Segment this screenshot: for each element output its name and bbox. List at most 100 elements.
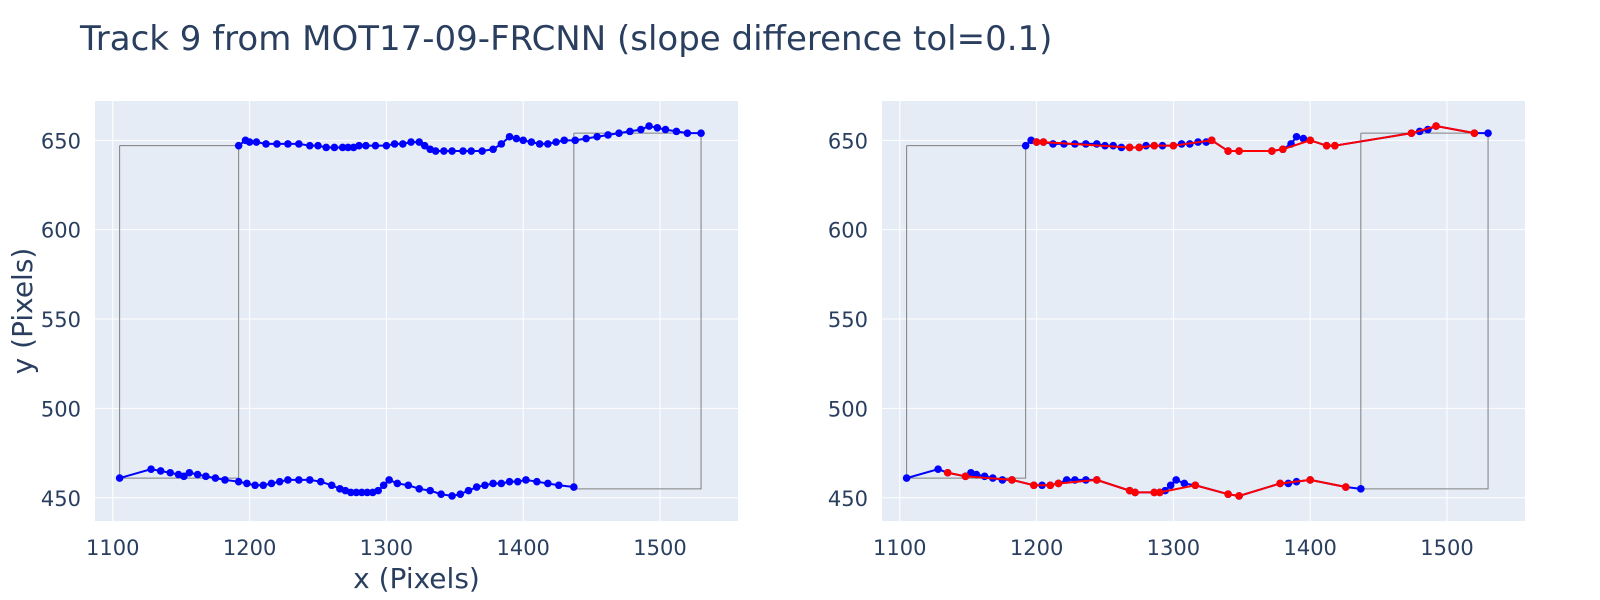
x-tick-label: 1400 — [1283, 536, 1336, 560]
data-point — [284, 476, 292, 484]
data-point — [115, 474, 124, 482]
data-point — [407, 138, 415, 146]
y-axis-title: y (Pixels) — [6, 248, 39, 375]
data-point — [390, 140, 399, 148]
data-point — [527, 138, 536, 146]
data-point — [653, 124, 662, 132]
data-point — [251, 481, 259, 490]
data-point — [943, 468, 952, 477]
data-point — [1470, 129, 1479, 137]
data-point — [1166, 481, 1175, 490]
data-point — [330, 143, 339, 152]
data-point — [533, 477, 541, 486]
data-point — [645, 122, 653, 130]
data-point — [156, 467, 165, 475]
data-point — [1169, 141, 1178, 150]
data-point — [582, 134, 590, 143]
data-point — [505, 132, 514, 141]
data-point — [262, 140, 270, 148]
data-point — [1299, 134, 1308, 143]
data-point — [415, 138, 424, 146]
data-point — [352, 488, 361, 497]
y-tick-label: 650 — [828, 129, 868, 153]
data-point — [522, 476, 530, 484]
data-point — [437, 490, 445, 498]
data-point — [1092, 476, 1101, 484]
data-point — [1172, 476, 1180, 484]
plot-background — [882, 101, 1525, 521]
data-point — [379, 481, 388, 490]
x-tick-label: 1500 — [633, 536, 686, 560]
data-point — [1306, 476, 1315, 484]
data-point — [1054, 479, 1063, 488]
data-point — [637, 125, 645, 134]
data-point — [513, 477, 522, 486]
data-point — [902, 474, 911, 482]
data-point — [347, 488, 355, 497]
plot-background — [95, 101, 738, 521]
data-point — [489, 145, 497, 154]
data-point — [626, 127, 634, 136]
data-point — [934, 465, 942, 473]
data-point — [448, 492, 456, 500]
y-tick-label: 650 — [41, 129, 81, 153]
data-point — [180, 472, 188, 481]
data-point — [314, 141, 322, 150]
data-point — [338, 143, 347, 152]
data-point — [316, 477, 325, 486]
data-point — [344, 143, 352, 152]
data-point — [202, 472, 210, 481]
x-tick-label: 1200 — [223, 536, 276, 560]
x-tick-label: 1100 — [873, 536, 926, 560]
data-point — [472, 483, 481, 491]
data-point — [1292, 132, 1301, 141]
data-point — [1331, 141, 1339, 150]
data-point — [267, 479, 276, 488]
x-axis-title: x (Pixels) — [353, 562, 480, 595]
data-point — [426, 486, 434, 495]
data-point — [961, 472, 970, 481]
data-point — [211, 474, 220, 482]
data-point — [570, 483, 578, 491]
data-point — [1150, 141, 1159, 150]
data-point — [420, 141, 429, 150]
data-point — [683, 129, 692, 137]
data-point — [505, 477, 514, 486]
data-point — [478, 147, 486, 155]
data-point — [371, 141, 380, 150]
bounding-box — [906, 145, 1027, 479]
data-point — [221, 476, 229, 484]
data-point — [327, 481, 336, 490]
data-point — [273, 140, 281, 148]
data-point — [393, 479, 402, 488]
data-point — [1008, 476, 1016, 484]
y-tick-label: 600 — [41, 219, 81, 243]
data-point — [464, 486, 473, 495]
data-point — [497, 140, 506, 148]
data-point — [1484, 129, 1492, 137]
data-point — [1407, 129, 1416, 137]
x-tick-label: 1100 — [86, 536, 139, 560]
y-tick-label: 550 — [828, 308, 868, 332]
data-point — [245, 138, 254, 146]
data-point — [554, 481, 563, 490]
data-point — [497, 479, 506, 488]
data-point — [1432, 122, 1440, 130]
data-point — [284, 140, 292, 148]
data-point — [234, 141, 243, 150]
data-point — [385, 476, 393, 484]
data-point — [166, 468, 175, 477]
data-point — [481, 481, 489, 490]
data-point — [1150, 488, 1159, 497]
data-point — [259, 481, 268, 490]
chart-title: Track 9 from MOT17-09-FRCNN (slope diffe… — [79, 19, 1052, 59]
y-tick-label: 550 — [41, 308, 81, 332]
subplot-right: 1100 1200 1300 1400 1500 450 500 550 600 650 — [828, 101, 1525, 560]
data-point — [593, 132, 601, 141]
data-point — [193, 470, 202, 479]
data-point — [512, 134, 521, 143]
data-point — [1125, 143, 1134, 152]
data-point — [252, 138, 261, 146]
data-point — [431, 147, 440, 155]
